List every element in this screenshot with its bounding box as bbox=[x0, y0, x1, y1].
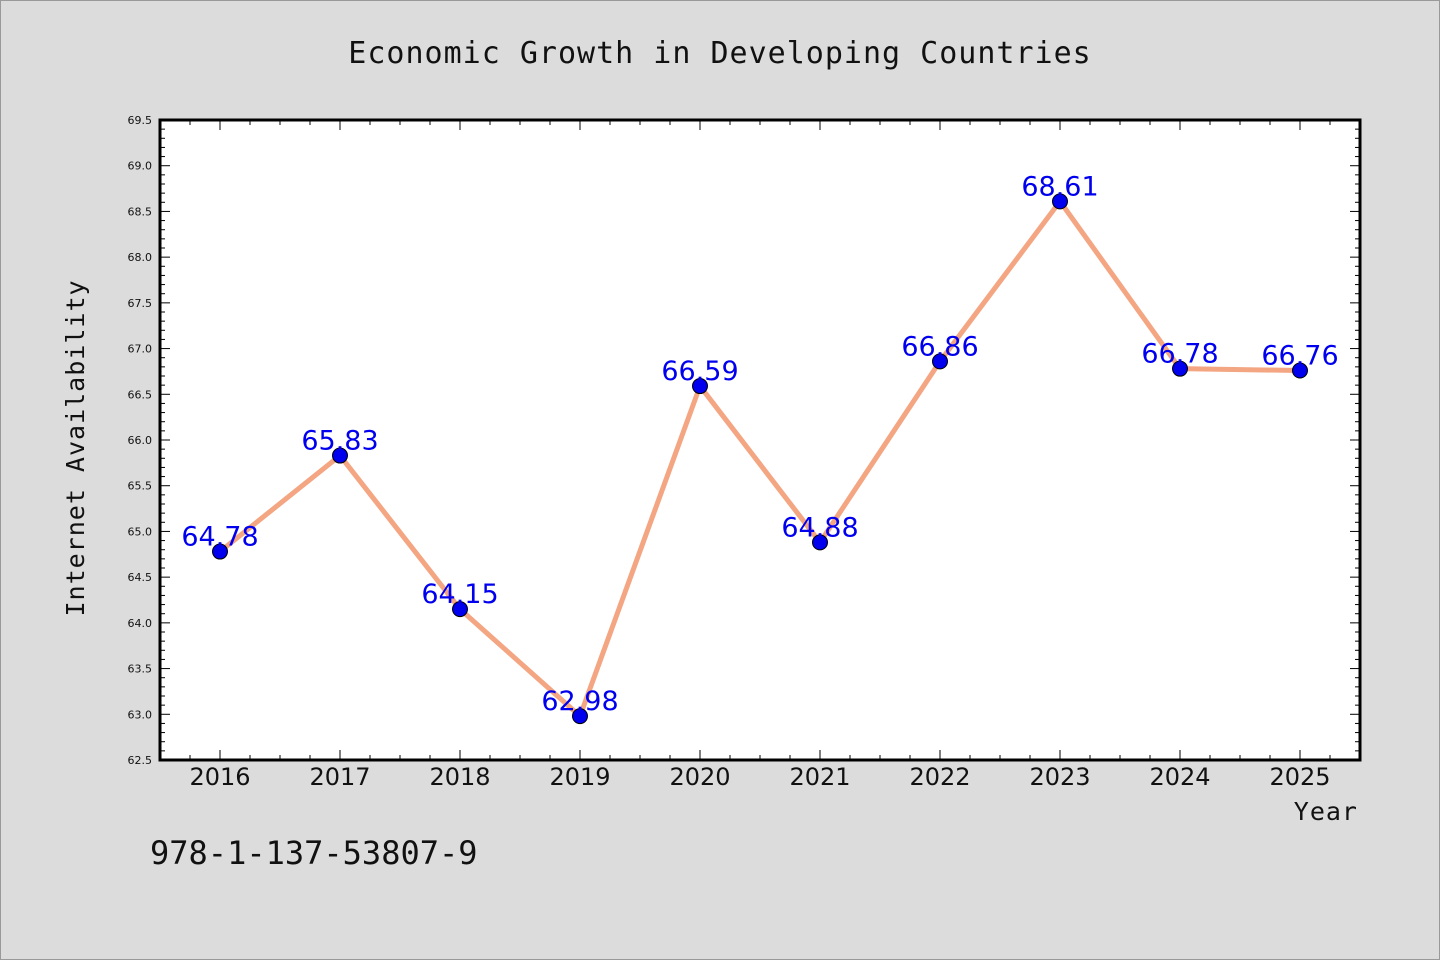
x-tick-label: 2019 bbox=[549, 763, 610, 791]
data-label: 65.83 bbox=[301, 426, 378, 457]
data-label: 66.86 bbox=[901, 331, 978, 362]
y-tick-label: 63.5 bbox=[128, 663, 153, 676]
y-tick-label: 63.0 bbox=[128, 708, 153, 721]
x-tick-label: 2025 bbox=[1269, 763, 1330, 791]
x-tick-label: 2020 bbox=[669, 763, 730, 791]
x-tick-label: 2021 bbox=[789, 763, 850, 791]
data-label: 66.76 bbox=[1261, 341, 1338, 372]
y-tick-label: 68.5 bbox=[128, 205, 153, 218]
data-point bbox=[932, 353, 948, 370]
isbn-annotation: 978-1-137-53807-9 bbox=[150, 834, 478, 872]
data-point bbox=[1292, 362, 1308, 379]
data-point bbox=[1052, 193, 1068, 210]
y-tick-label: 66.5 bbox=[128, 388, 153, 401]
data-label: 64.15 bbox=[421, 579, 498, 610]
data-label: 68.61 bbox=[1021, 171, 1098, 202]
y-tick-label: 64.5 bbox=[128, 571, 153, 584]
y-tick-label: 66.0 bbox=[128, 434, 153, 447]
x-tick-label: 2024 bbox=[1149, 763, 1210, 791]
data-point bbox=[572, 708, 588, 725]
x-tick-label: 2022 bbox=[909, 763, 970, 791]
data-label: 64.78 bbox=[181, 522, 258, 553]
x-tick-label: 2018 bbox=[429, 763, 490, 791]
data-point bbox=[692, 378, 708, 395]
data-point bbox=[332, 447, 348, 464]
data-label: 62.98 bbox=[541, 686, 618, 717]
data-point bbox=[812, 534, 828, 551]
y-tick-label: 67.0 bbox=[128, 343, 153, 356]
y-tick-label: 65.5 bbox=[128, 480, 153, 493]
series-polyline bbox=[217, 198, 1303, 719]
plot-area bbox=[160, 120, 1360, 760]
x-tick-label: 2017 bbox=[309, 763, 370, 791]
y-tick-label: 62.5 bbox=[128, 754, 153, 767]
plot-frame bbox=[158, 118, 1362, 762]
x-axis-label: Year bbox=[1294, 797, 1358, 826]
chart-title: Economic Growth in Developing Countries bbox=[348, 36, 1091, 71]
data-label: 64.88 bbox=[781, 512, 858, 543]
y-axis-label: Internet Availability bbox=[61, 279, 90, 616]
data-labels: 64.78 65.83 64.15 62.98 66.59 64.88 66.86 68.61… bbox=[181, 171, 1338, 717]
y-tick-label: 68.0 bbox=[128, 251, 153, 264]
y-tick-label: 69.5 bbox=[128, 114, 153, 127]
x-axis-ticks: 2016 2017 2018 2019 2020 2021 2022 2023 2024 2025 bbox=[189, 120, 1331, 791]
y-tick-label: 65.0 bbox=[128, 525, 153, 538]
y-tick-label: 67.5 bbox=[128, 297, 153, 310]
data-point bbox=[452, 601, 468, 618]
series-line bbox=[217, 198, 1303, 719]
data-point bbox=[212, 543, 228, 560]
data-label: 66.59 bbox=[661, 356, 738, 387]
x-tick-label: 2023 bbox=[1029, 763, 1090, 791]
y-tick-label: 69.0 bbox=[128, 160, 153, 173]
data-label: 66.78 bbox=[1141, 339, 1218, 370]
y-tick-label: 64.0 bbox=[128, 617, 153, 630]
x-tick-label: 2016 bbox=[189, 763, 250, 791]
series-markers bbox=[212, 193, 1308, 725]
data-point bbox=[1172, 360, 1188, 377]
